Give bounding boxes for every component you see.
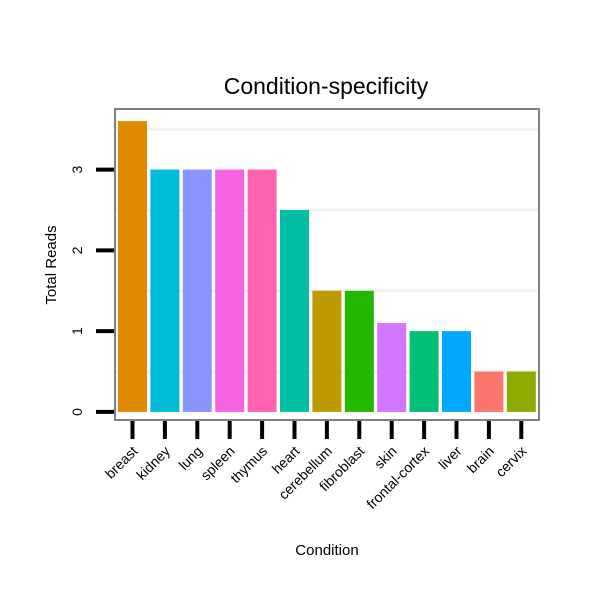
- bar-heart: [280, 209, 309, 412]
- bar-lung: [182, 169, 212, 412]
- x-axis-label: Condition: [295, 542, 358, 559]
- bars: [118, 121, 536, 412]
- x-tick-label: cervix: [492, 443, 529, 480]
- bar-breast: [118, 121, 147, 412]
- x-tick-label: liver: [435, 443, 465, 473]
- chart-title: Condition-specificity: [224, 73, 429, 99]
- bar-fibroblast: [344, 290, 374, 412]
- bar-liver: [442, 331, 471, 412]
- y-axis-label: Total Reads: [43, 225, 60, 304]
- bar-spleen: [215, 169, 245, 412]
- bar-kidney: [150, 169, 180, 412]
- y-tick-label: 0: [69, 408, 85, 416]
- y-tick-label: 2: [69, 246, 85, 254]
- bar-frontal-cortex: [409, 331, 439, 412]
- x-tick-label: breast: [102, 443, 141, 482]
- bar-cerebellum: [312, 290, 342, 412]
- bar-cervix: [506, 371, 536, 412]
- x-tick-label: thymus: [227, 443, 270, 486]
- bar-brain: [474, 371, 504, 412]
- y-axis-ticks: 0 1 2 3: [69, 165, 114, 416]
- x-tick-label: kidney: [133, 443, 173, 483]
- bar-skin: [377, 323, 407, 412]
- plot-frame: [114, 108, 540, 421]
- y-tick-label: 1: [69, 327, 85, 335]
- x-tick-label: brain: [464, 443, 497, 476]
- bar-thymus: [247, 169, 277, 412]
- y-tick-label: 3: [69, 165, 85, 173]
